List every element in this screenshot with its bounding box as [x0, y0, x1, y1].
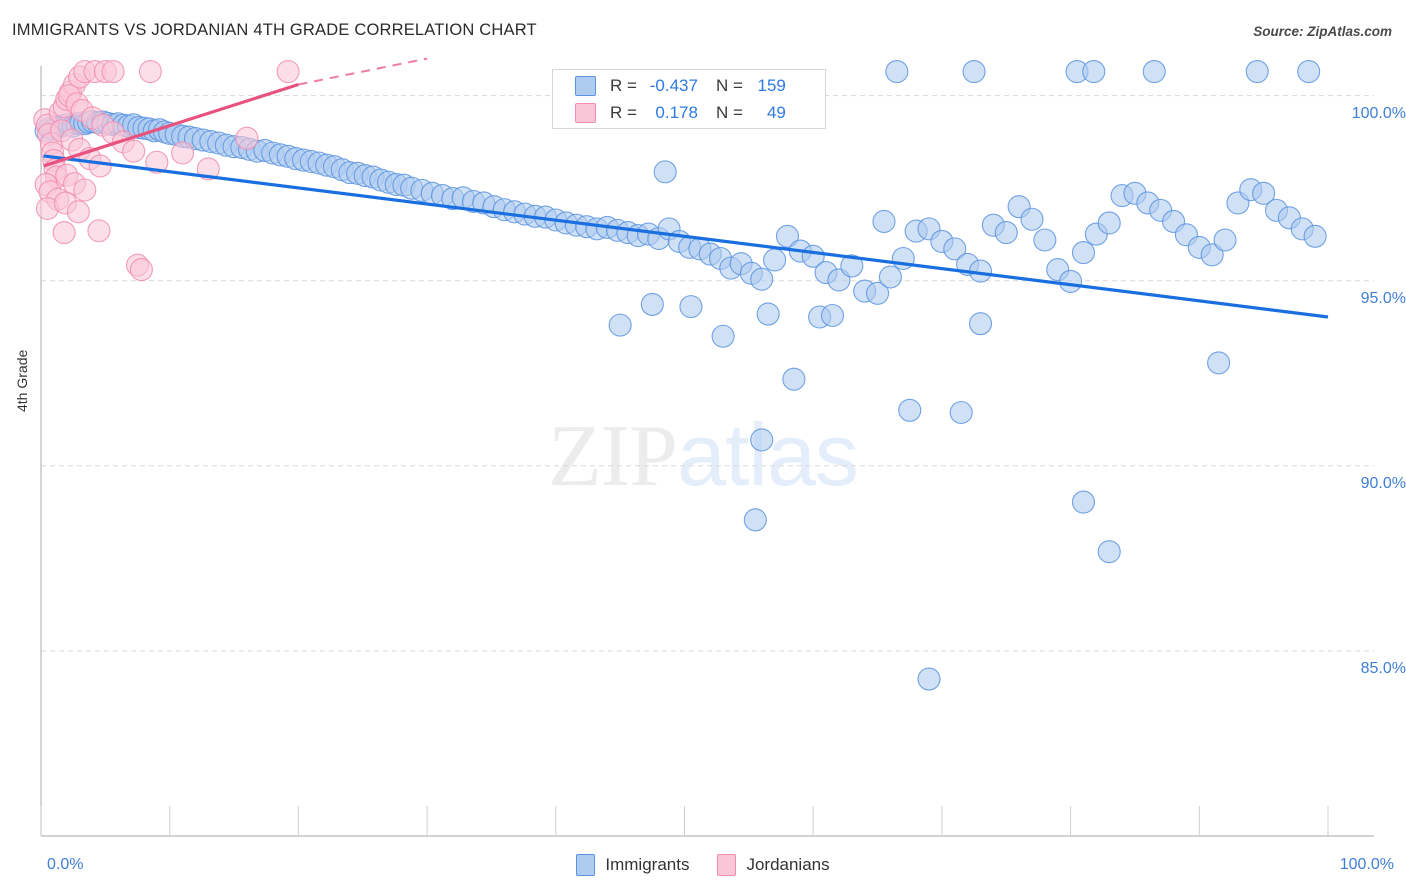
data-point: [122, 139, 146, 163]
data-point: [653, 160, 677, 184]
data-point: [750, 428, 774, 452]
trend-line-jordanians: [43, 82, 299, 168]
data-point: [865, 281, 890, 305]
data-point: [1303, 224, 1327, 248]
data-point: [1071, 241, 1096, 265]
trend-line-extension-jordanians: [298, 57, 428, 86]
y-axis-tick-90: 90.0%: [1360, 474, 1406, 492]
data-point: [756, 302, 780, 326]
x-axis-tick-max: 100.0%: [1339, 856, 1394, 873]
legend-row-jordanians: R = 0.178 N = 49: [553, 99, 825, 127]
data-point: [1020, 207, 1044, 231]
data-point: [962, 60, 986, 84]
data-point: [1252, 181, 1276, 205]
source-attribution: Source: ZipAtlas.com: [1253, 24, 1392, 39]
page-title: IMMIGRANTS VS JORDANIAN 4TH GRADE CORREL…: [12, 21, 537, 39]
legend-r-value-jordanians: 0.178: [655, 103, 698, 122]
data-point: [88, 154, 112, 178]
data-point: [885, 60, 909, 84]
series-immigrants: [34, 60, 1327, 691]
data-point: [1200, 243, 1224, 267]
data-point: [66, 200, 90, 224]
data-point: [640, 292, 664, 316]
series-legend-item-immigrants[interactable]: Immigrants: [576, 854, 689, 876]
legend-r-label-jordanians: R =: [610, 103, 637, 122]
data-point: [968, 312, 993, 336]
data-point: [775, 224, 800, 248]
data-point: [711, 324, 735, 348]
data-point: [1071, 490, 1096, 514]
data-point: [52, 221, 76, 245]
legend-swatch-immigrants-icon: [575, 76, 596, 96]
data-point: [878, 265, 902, 289]
data-point: [1033, 228, 1057, 252]
correlation-legend: R = -0.437 N = 159 R = 0.178 N = 49: [552, 69, 826, 129]
series-swatch-jordanians-icon: [717, 854, 737, 876]
data-point: [840, 254, 864, 278]
data-point: [763, 248, 787, 272]
data-point: [917, 667, 941, 691]
data-point: [1097, 540, 1121, 564]
data-point: [145, 150, 169, 174]
data-point: [872, 209, 896, 234]
trend-line-immigrants: [43, 154, 1329, 319]
data-point: [87, 219, 111, 243]
legend-swatch-jordanians-icon: [575, 103, 596, 123]
data-point: [129, 258, 153, 282]
legend-n-value-jordanians: 49: [766, 103, 786, 122]
data-point: [679, 295, 703, 319]
data-point: [743, 508, 767, 532]
data-point: [994, 221, 1018, 245]
data-point: [943, 237, 967, 261]
legend-n-value-immigrants: 159: [757, 76, 786, 95]
legend-n-label-jordanians: N =: [715, 103, 743, 122]
series-jordanians: [33, 60, 300, 282]
data-point: [235, 126, 259, 150]
data-point: [1207, 351, 1231, 375]
series-swatch-immigrants-icon: [576, 854, 596, 876]
legend-r-value-immigrants: -0.437: [649, 76, 698, 95]
data-point: [949, 400, 973, 425]
data-point: [750, 267, 774, 291]
data-point: [1213, 228, 1237, 252]
series-legend: Immigrants Jordanians: [0, 854, 1406, 876]
data-point: [898, 398, 922, 422]
data-point: [276, 60, 300, 84]
data-point: [1245, 60, 1269, 84]
data-point: [1082, 60, 1106, 84]
data-point: [101, 60, 125, 84]
data-point: [1059, 269, 1083, 294]
data-point: [608, 313, 632, 337]
data-point: [782, 367, 806, 391]
data-point: [171, 141, 195, 165]
data-point: [73, 178, 97, 202]
legend-n-label-immigrants: N =: [715, 76, 743, 95]
y-axis-tick-100: 100.0%: [1351, 104, 1406, 122]
series-legend-label-immigrants: Immigrants: [605, 855, 690, 874]
data-point: [1297, 60, 1321, 84]
series-legend-item-jordanians[interactable]: Jordanians: [717, 854, 830, 876]
x-axis-tick-min: 0.0%: [47, 856, 84, 873]
series-legend-label-jordanians: Jordanians: [746, 855, 830, 874]
y-axis-tick-85: 85.0%: [1360, 659, 1406, 677]
data-point: [1142, 60, 1166, 84]
y-axis-tick-95: 95.0%: [1360, 289, 1406, 307]
data-point: [1097, 211, 1121, 235]
legend-r-label-immigrants: R =: [610, 76, 637, 95]
legend-row-immigrants: R = -0.437 N = 159: [553, 72, 825, 100]
data-point: [138, 60, 162, 84]
data-point: [820, 303, 845, 328]
